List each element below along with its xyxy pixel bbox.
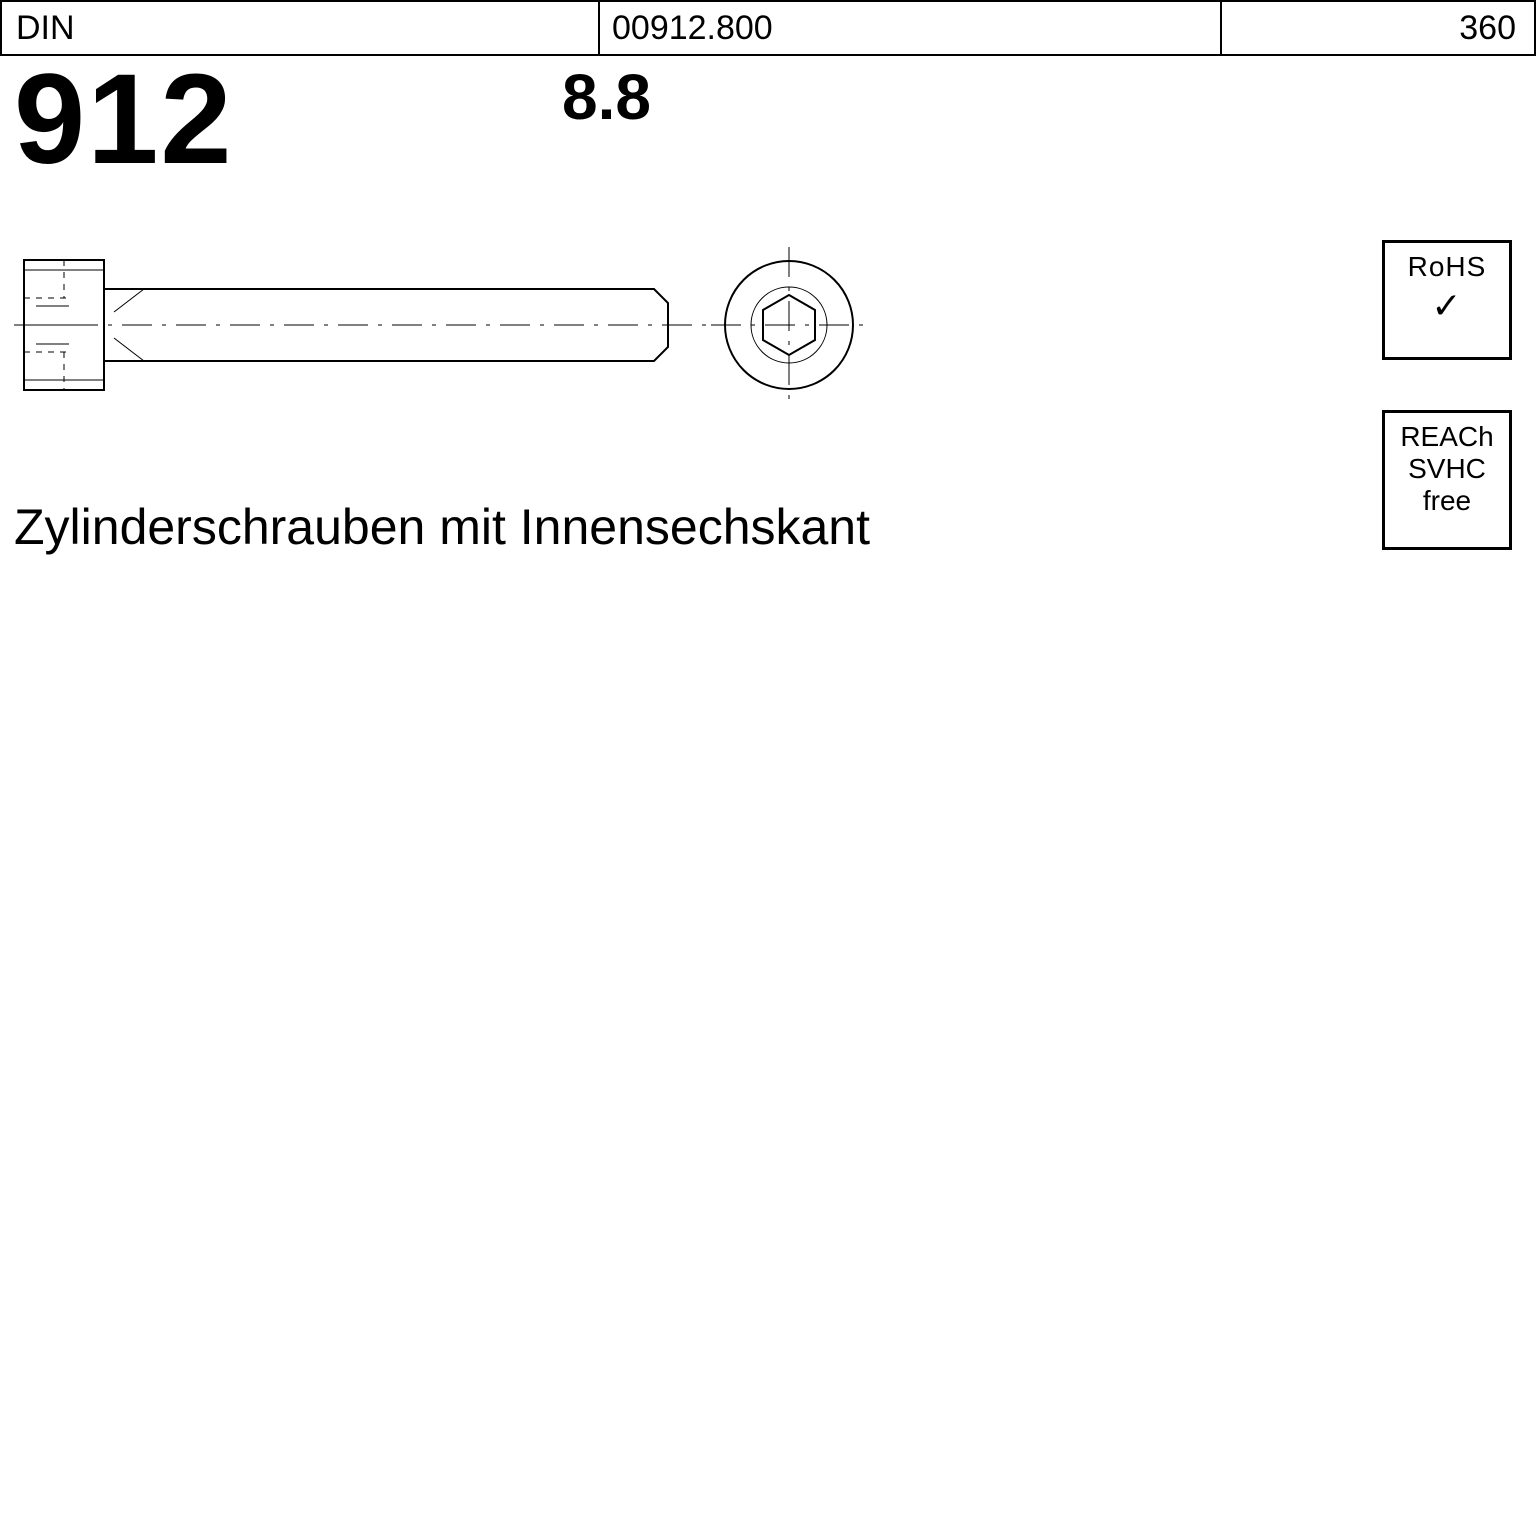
screw-drawing xyxy=(14,240,894,410)
header-code: 00912.800 xyxy=(612,9,773,48)
reach-line3: free xyxy=(1423,485,1471,516)
header-page-cell: 360 xyxy=(1220,0,1536,56)
header-page: 360 xyxy=(1459,9,1516,48)
header-standard-label: DIN xyxy=(16,9,75,48)
product-description: Zylinderschrauben mit Innensechskant xyxy=(14,498,870,556)
header-code-cell: 00912.800 xyxy=(598,0,1222,56)
reach-badge: REACh SVHC free xyxy=(1382,410,1512,550)
standard-number: 912 xyxy=(14,46,234,193)
rohs-badge: RoHS ✓ xyxy=(1382,240,1512,360)
blank-area xyxy=(0,640,1536,1536)
check-icon: ✓ xyxy=(1389,285,1505,326)
reach-line2: SVHC xyxy=(1408,453,1486,484)
screw-drawing-svg xyxy=(14,240,894,410)
strength-grade: 8.8 xyxy=(562,60,651,134)
rohs-label: RoHS xyxy=(1408,251,1487,282)
reach-line1: REACh xyxy=(1400,421,1493,452)
